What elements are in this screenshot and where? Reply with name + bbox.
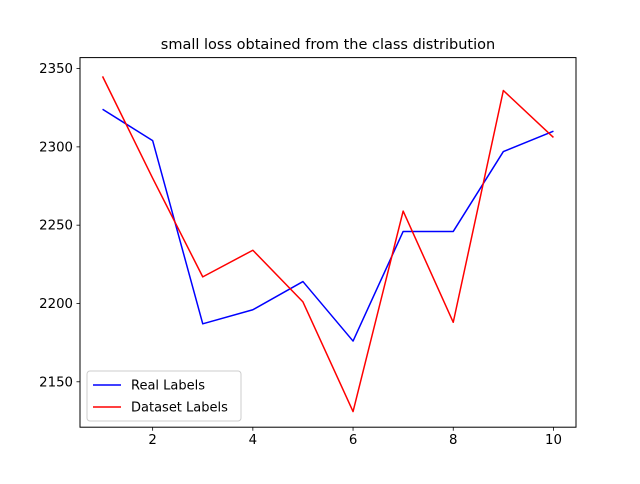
y-tick-label-3: 2300	[39, 140, 73, 155]
y-tick-label-4: 2350	[39, 62, 73, 77]
y-tick-label-1: 2200	[39, 297, 73, 312]
chart-title: small loss obtained from the class distr…	[161, 37, 495, 53]
legend-box	[86, 370, 242, 422]
y-tick-label-2: 2250	[39, 219, 73, 234]
legend-label-0: Real Labels	[131, 379, 205, 394]
legend: Real Labels Dataset Labels	[86, 370, 242, 422]
series-line-1	[101, 76, 554, 413]
x-tick-label-1: 4	[249, 433, 257, 448]
x-tick-label-0: 2	[148, 433, 156, 448]
series-line-0	[102, 108, 554, 342]
x-tick-label-2: 6	[349, 433, 357, 448]
x-tick-label-3: 8	[449, 433, 457, 448]
x-tick-label-4: 10	[545, 433, 562, 448]
series-layer	[101, 76, 554, 413]
y-tick-label-0: 2150	[39, 375, 73, 390]
legend-label-1: Dataset Labels	[131, 401, 228, 416]
axes-layer: 2 4 6 8 10 2150 2200 2250 2300 2350	[39, 62, 562, 448]
plot-frame	[79, 57, 577, 428]
